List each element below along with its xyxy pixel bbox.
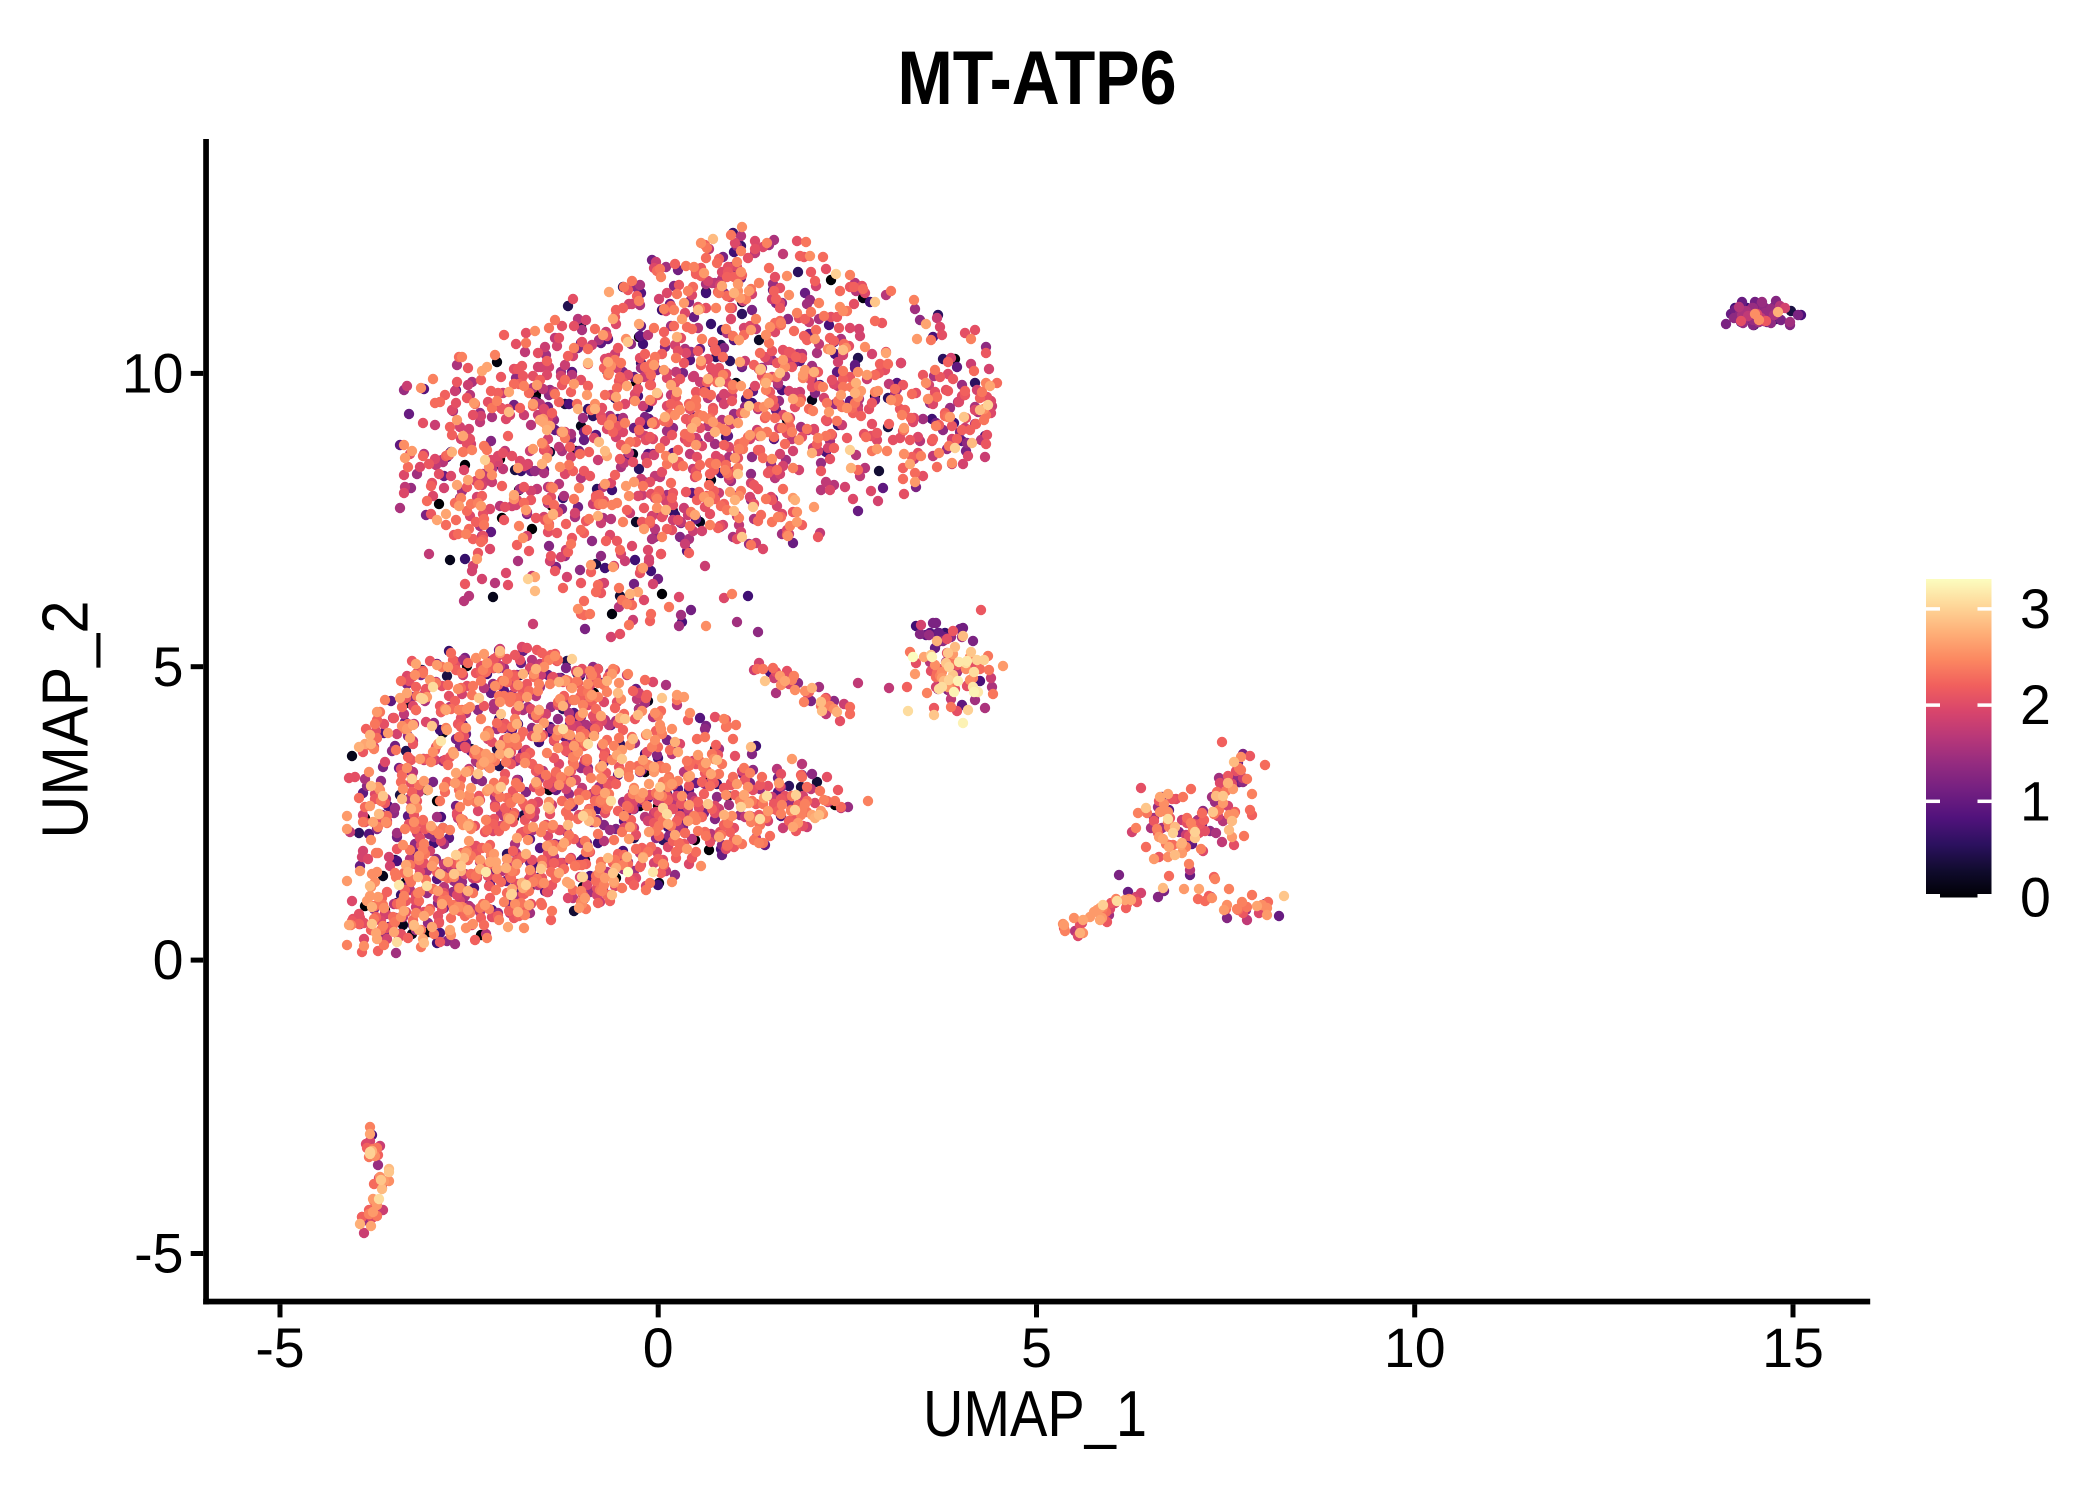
svg-text:-5: -5 <box>134 1223 183 1285</box>
svg-text:5: 5 <box>1021 1317 1052 1379</box>
svg-text:3: 3 <box>2020 578 2051 640</box>
svg-text:1: 1 <box>2020 770 2051 832</box>
svg-text:MT-ATP6: MT-ATP6 <box>898 36 1177 121</box>
svg-text:10: 10 <box>122 343 184 405</box>
svg-text:UMAP_1: UMAP_1 <box>923 1377 1147 1450</box>
svg-text:UMAP_2: UMAP_2 <box>29 601 102 839</box>
svg-text:0: 0 <box>153 929 184 991</box>
svg-text:0: 0 <box>2020 867 2051 929</box>
svg-text:15: 15 <box>1762 1317 1824 1379</box>
svg-text:10: 10 <box>1384 1317 1446 1379</box>
svg-text:0: 0 <box>643 1317 674 1379</box>
svg-text:-5: -5 <box>255 1317 304 1379</box>
svg-text:5: 5 <box>153 636 184 698</box>
svg-text:2: 2 <box>2020 674 2051 736</box>
